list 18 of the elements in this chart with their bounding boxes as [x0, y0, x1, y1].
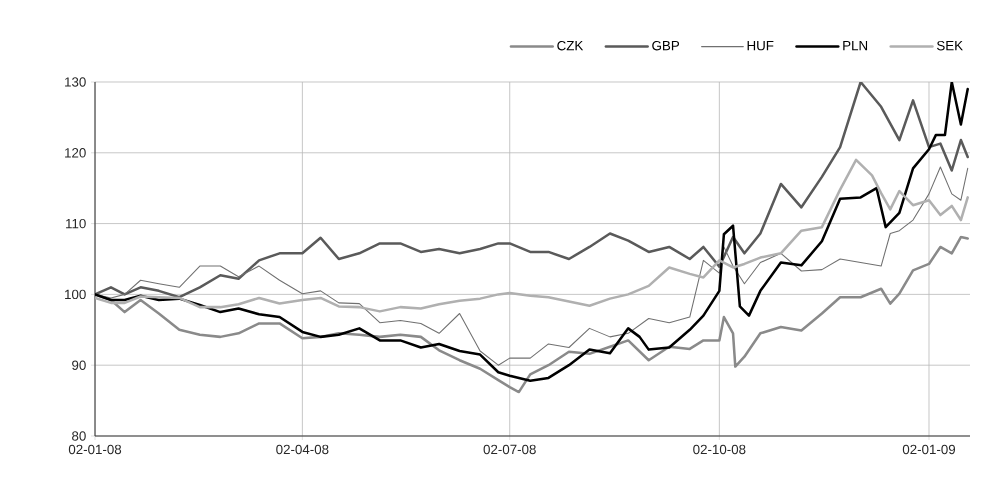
x-tick-label: 02-04-08: [276, 444, 329, 455]
y-tick-label: 100: [65, 289, 86, 300]
y-tick-label: 90: [72, 360, 86, 370]
legend-label: CZK: [557, 40, 584, 51]
y-tick-label: 120: [65, 148, 86, 158]
legend-label: SEK: [936, 40, 963, 51]
x-tick-label: 02-10-08: [693, 444, 746, 455]
legend-label: HUF: [747, 41, 774, 51]
x-tick-label: 02-01-09: [902, 444, 956, 455]
line-series: [95, 82, 969, 383]
y-tick-label: 130: [65, 77, 86, 87]
line-series: [95, 82, 969, 299]
legend-label: PLN: [843, 41, 868, 51]
x-tick-label: 02-01-08: [68, 444, 122, 455]
y-tick-label: 80: [72, 431, 86, 441]
x-tick-label: 02-07-08: [483, 444, 536, 455]
legend-label: GBP: [652, 40, 680, 51]
y-tick-label: 110: [66, 218, 86, 229]
